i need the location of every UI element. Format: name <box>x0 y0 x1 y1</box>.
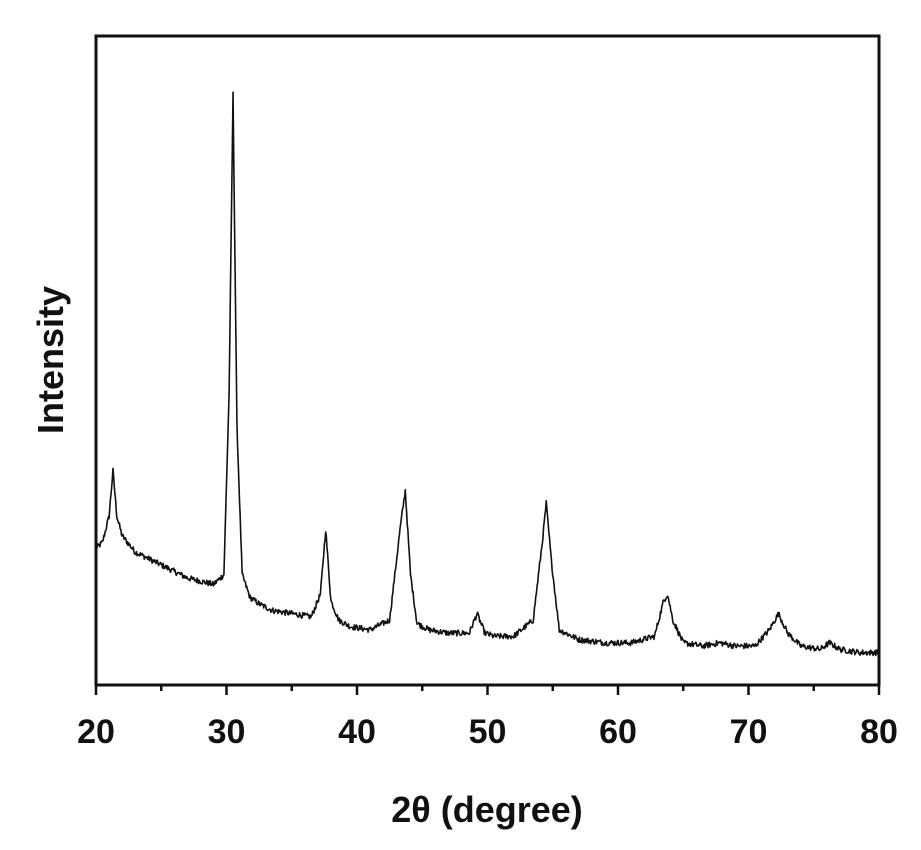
x-axis-ticks <box>94 685 881 695</box>
y-axis-title: Intensity <box>30 286 71 434</box>
x-tick-label: 40 <box>338 713 376 751</box>
x-tick-label: 70 <box>730 713 768 751</box>
x-axis-title: 2θ (degree) <box>391 789 583 830</box>
x-tick-label: 30 <box>208 713 246 751</box>
x-tick-label: 80 <box>860 713 898 751</box>
xrd-pattern-line <box>95 91 880 657</box>
x-tick-label: 60 <box>599 713 637 751</box>
plot-frame <box>94 34 881 687</box>
x-tick-label: 50 <box>469 713 507 751</box>
x-axis-tick-labels: 20 30 40 50 60 70 80 <box>77 713 898 751</box>
x-tick-label: 20 <box>77 713 115 751</box>
